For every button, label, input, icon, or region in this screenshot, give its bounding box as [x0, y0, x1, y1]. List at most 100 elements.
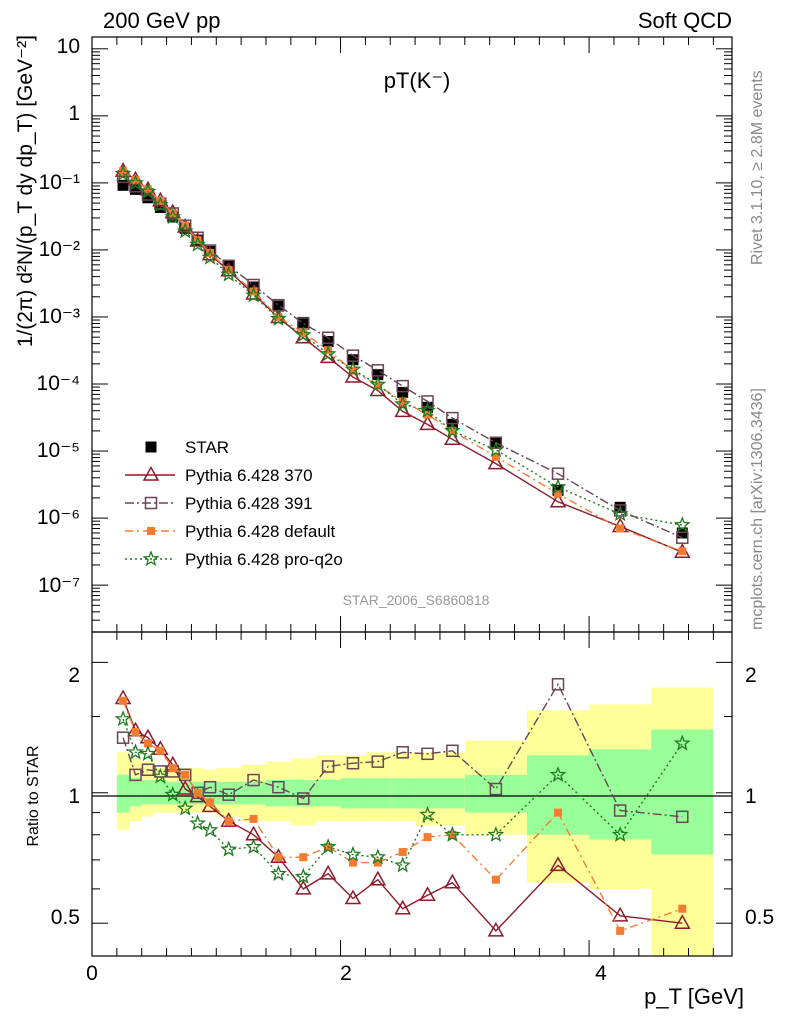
- ratio-point-p370-17: [444, 873, 461, 889]
- main-point-pq2o-13: [344, 360, 362, 377]
- ratio-point-pq2o-9: [245, 838, 262, 855]
- ratio-ytick-right-2: 2: [745, 664, 757, 687]
- band-green-20: [589, 749, 652, 840]
- main-point-pq2o-4: [164, 208, 182, 225]
- main-point-pq2o-17: [444, 422, 461, 438]
- main-point-pq2o-16: [419, 401, 436, 418]
- main-point-pq2o-3: [152, 196, 169, 212]
- ratio-point-p370-16: [419, 886, 436, 902]
- legend-entry-star: [145, 441, 157, 453]
- band-green-13: [340, 778, 366, 809]
- legend-marker-p391: [144, 496, 158, 510]
- analysis-id: STAR_2006_S6860818: [343, 592, 490, 608]
- ratio-point-pdefault-11: [299, 853, 308, 862]
- band-green-2: [141, 780, 155, 805]
- main-point-STAR-21: [676, 527, 688, 539]
- ratio-point-pdefault-2: [143, 739, 152, 748]
- main-series-pq2o: [114, 164, 691, 533]
- main-ytick-label-1: 1: [68, 102, 80, 125]
- ratio-point-p391-16: [421, 747, 434, 761]
- band-green-17: [439, 778, 465, 809]
- ratio-point-pdefault-3: [156, 746, 165, 755]
- ratio-point-pdefault-5: [181, 770, 190, 779]
- band-green-18: [464, 774, 527, 813]
- ratio-point-p370-9: [245, 825, 262, 841]
- main-point-pq2o-8: [220, 265, 238, 282]
- header-left: 200 GeV pp: [103, 8, 220, 33]
- ratio-point-p391-10: [272, 780, 285, 794]
- main-point-STAR-14: [372, 369, 384, 381]
- main-point-p391-20: [613, 504, 627, 517]
- ratio-point-p391-14: [371, 755, 385, 768]
- main-point-STAR-2: [142, 192, 154, 204]
- ratio-series-p391: [116, 678, 689, 824]
- main-point-pdefault-6: [193, 236, 202, 245]
- band-green-0: [116, 774, 130, 813]
- main-point-STAR-10: [272, 300, 284, 312]
- main-point-STAR-15: [397, 386, 409, 398]
- main-point-p391-12: [321, 331, 335, 344]
- main-point-pq2o-12: [319, 345, 337, 362]
- main-point-pq2o-10: [270, 310, 287, 326]
- legend-label-star: STAR: [185, 438, 229, 457]
- main-point-p370-17: [444, 430, 461, 446]
- ratio-point-pq2o-2: [139, 744, 157, 761]
- legend-marker-pq2o: [142, 550, 160, 567]
- main-point-STAR-13: [347, 354, 359, 366]
- xtick-label-2: 4: [595, 962, 607, 985]
- ratio-point-pdefault-10: [274, 853, 283, 862]
- band-green-14: [365, 778, 391, 809]
- ratio-series-pq2o: [114, 710, 691, 884]
- ratio-point-p370-5: [176, 780, 194, 795]
- main-point-pdefault-11: [299, 328, 308, 337]
- ratio-point-p370-19: [549, 856, 567, 872]
- main-ytick-label-3: 10⁻²: [39, 238, 80, 261]
- header-right: Soft QCD: [638, 8, 732, 33]
- main-line-pdefault: [122, 170, 683, 552]
- ratio-point-p391-13: [346, 756, 360, 770]
- ratio-point-pq2o-15: [394, 856, 411, 873]
- main-point-pdefault-1: [131, 176, 140, 185]
- main-point-pq2o-0: [114, 164, 132, 181]
- main-point-p391-21: [676, 531, 689, 544]
- ratio-point-p370-21: [674, 914, 691, 929]
- ratio-point-pdefault-4: [168, 764, 177, 773]
- main-point-pdefault-21: [678, 547, 687, 556]
- main-point-pdefault-13: [348, 366, 357, 375]
- ratio-point-pq2o-14: [369, 848, 387, 865]
- ratio-point-pdefault-18: [491, 875, 500, 884]
- main-point-pq2o-18: [487, 441, 505, 458]
- main-point-STAR-1: [129, 183, 141, 195]
- band-green-1: [129, 778, 142, 807]
- band-green-16: [415, 778, 440, 809]
- ratio-ytick-left-1: 1: [68, 785, 80, 808]
- ratio-point-pdefault-14: [373, 858, 382, 867]
- main-series-p391: [116, 170, 689, 544]
- ratio-point-pq2o-11: [294, 867, 312, 884]
- ratio-point-pdefault-6: [193, 788, 202, 797]
- main-point-pdefault-8: [224, 266, 233, 275]
- ratio-point-pq2o-17: [444, 826, 461, 842]
- ratio-line-p370: [122, 698, 683, 932]
- main-point-pdefault-14: [373, 381, 382, 390]
- legend: STAR Pythia 6.428 370 Pythia 6.428 391 P…: [125, 438, 343, 569]
- ratio-point-pq2o-10: [270, 865, 287, 881]
- main-point-pq2o-1: [127, 174, 144, 191]
- main-point-pdefault-7: [206, 248, 215, 257]
- ratio-point-p391-9: [247, 773, 260, 787]
- legend-entry-default: [125, 527, 175, 535]
- ratio-point-p391-6: [191, 786, 204, 800]
- ratio-point-p391-1: [129, 768, 142, 782]
- ratio-point-p370-13: [344, 889, 362, 905]
- ratio-point-pdefault-7: [206, 798, 215, 807]
- ratio-point-pq2o-3: [152, 767, 169, 784]
- main-point-p370-18: [487, 454, 505, 470]
- ratio-point-pq2o-13: [344, 845, 362, 862]
- ratio-plot-frame: [91, 631, 733, 957]
- main-plot-frame: [91, 36, 733, 633]
- ratio-point-pq2o-20: [611, 826, 629, 842]
- main-ytick-label-8: 10⁻⁷: [38, 574, 80, 597]
- legend-label-pro-q2o: Pythia 6.428 pro-q2o: [185, 550, 343, 569]
- xtick-label-1: 2: [340, 962, 352, 985]
- x-axis-label: p_T [GeV]: [644, 984, 744, 1009]
